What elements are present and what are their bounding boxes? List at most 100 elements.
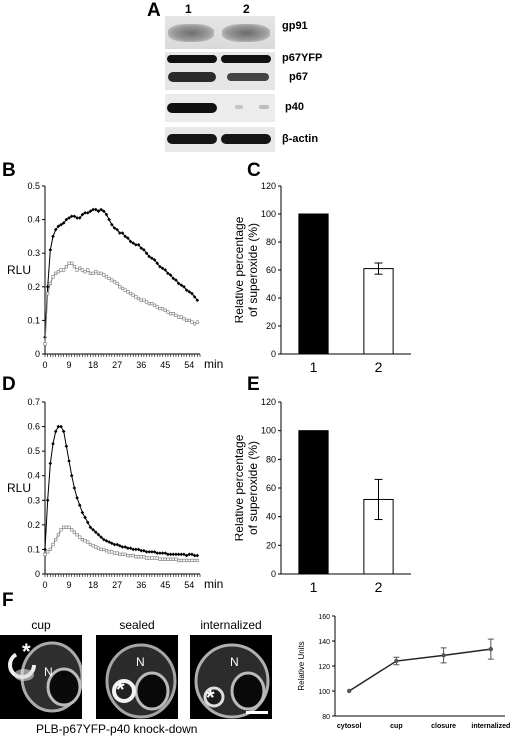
data-point (131, 547, 135, 552)
data-point (190, 320, 194, 324)
nucleus-label: N (230, 655, 239, 669)
data-point (120, 552, 125, 556)
data-point (102, 547, 106, 552)
y-axis-label: RLU (7, 481, 31, 495)
y-tick-label: 160 (318, 614, 330, 621)
data-point (190, 552, 194, 557)
data-point (96, 546, 101, 550)
x-tick-label: cytosol (337, 723, 362, 730)
data-point (193, 322, 197, 326)
y-tick-label: 140 (318, 639, 330, 646)
panel-label-d: D (2, 374, 16, 395)
data-point (126, 546, 130, 550)
data-point (118, 543, 122, 548)
data-point (158, 307, 162, 311)
data-point (187, 552, 192, 557)
data-point (147, 254, 152, 259)
data-point (182, 317, 186, 321)
series-line (348, 648, 491, 692)
data-point (174, 313, 178, 317)
nucleus-label: N (136, 655, 145, 669)
data-point (118, 552, 122, 556)
data-point (43, 547, 47, 552)
data-point (142, 555, 146, 559)
data-point (192, 295, 197, 299)
data-point (67, 261, 71, 265)
y-tick-label: 0 (35, 349, 40, 359)
data-point (123, 288, 127, 292)
y-tick-label: 0.2 (27, 520, 40, 530)
data-point (67, 525, 71, 529)
data-point (53, 227, 58, 232)
asterisk-marker: * (116, 677, 125, 702)
data-point (166, 271, 170, 276)
panel-label-f: F (2, 590, 14, 611)
data-point (155, 556, 159, 560)
data-point (80, 538, 85, 542)
western-blot: 1 2 gp91 p67YFP p67 p40 β-actin (165, 0, 365, 160)
data-point (83, 539, 87, 543)
data-point (61, 429, 66, 434)
y-tick-label: 0.3 (27, 248, 40, 258)
data-point (45, 498, 50, 503)
x-tick-label: 9 (67, 580, 72, 590)
band-label-p67yfp: p67YFP (282, 52, 323, 64)
data-point (107, 276, 111, 280)
data-point (78, 266, 82, 270)
data-point (139, 548, 144, 553)
data-point (131, 293, 135, 297)
data-point (134, 295, 138, 299)
chart-c-superoxide-bar: 0 20 40 60 80 100 120 1 2 Relative percentage of s… (235, 181, 411, 372)
data-point (185, 318, 189, 323)
data-point (104, 275, 109, 279)
band-label-p40: p40 (285, 101, 304, 113)
data-point (70, 261, 74, 265)
data-point (346, 688, 352, 694)
y-tick-label: 80 (266, 454, 276, 464)
data-point (51, 275, 55, 279)
data-point (193, 558, 197, 563)
x-tick-label: 54 (184, 580, 194, 590)
data-point (72, 530, 76, 534)
data-point (179, 283, 184, 287)
y-tick-label: 120 (318, 664, 330, 671)
scale-bar (246, 711, 268, 714)
data-point (150, 556, 154, 560)
data-point (48, 461, 53, 466)
data-point (101, 537, 106, 542)
y-tick-label: 40 (266, 512, 276, 522)
data-point (67, 459, 71, 463)
band-label-actin: β-actin (282, 133, 319, 145)
x-tick-label: 2 (375, 579, 383, 595)
data-point (195, 553, 200, 558)
data-point (171, 552, 176, 557)
data-point (88, 542, 93, 547)
data-point (48, 248, 53, 252)
data-point (46, 291, 50, 296)
y-tick-label: 100 (261, 209, 276, 219)
data-point (107, 550, 111, 554)
data-point (48, 547, 52, 552)
data-point (112, 280, 117, 284)
x-axis-label: min (204, 577, 223, 591)
data-point (62, 525, 66, 529)
x-tick-label: 0 (42, 360, 47, 370)
data-point (91, 544, 95, 548)
band-label-p67: p67 (289, 71, 308, 83)
blot-strip-p67 (165, 52, 275, 90)
x-tick-label: 27 (112, 580, 122, 590)
data-point (96, 271, 101, 275)
data-point (155, 305, 159, 309)
data-point (64, 265, 68, 269)
data-point (96, 532, 101, 537)
x-tick-label: 9 (67, 360, 72, 370)
data-point (126, 553, 130, 558)
y-tick-label: 100 (261, 426, 276, 436)
data-point (59, 528, 63, 532)
blot-strip-actin (165, 127, 275, 152)
y-tick-label: 0.4 (27, 215, 40, 225)
data-point (99, 547, 103, 552)
y-tick-label: 60 (266, 483, 276, 493)
data-point (166, 310, 170, 314)
x-tick-label: cup (390, 723, 402, 730)
